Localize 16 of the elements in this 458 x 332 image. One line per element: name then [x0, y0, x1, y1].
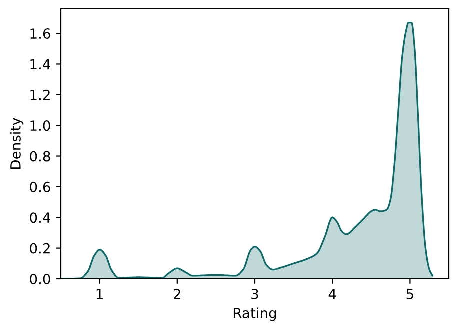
y-tick-label: 0.0	[30, 274, 50, 284]
y-tick-label: 0.6	[30, 182, 50, 192]
y-tick-label: 0.2	[30, 243, 50, 254]
y-tick-label: 1.6	[30, 28, 50, 40]
y-tick-label: 1.0	[30, 120, 50, 132]
y-axis-title: Density	[10, 118, 24, 170]
x-tick-label: 3	[252, 288, 258, 300]
x-tick-label: 2	[174, 288, 180, 300]
y-tick-label: 0.8	[30, 151, 50, 162]
y-tick-label: 0.4	[30, 212, 50, 224]
x-axis-title: Rating	[234, 308, 276, 322]
x-tick-label: 4	[328, 289, 336, 300]
y-tick-label: 1.2	[30, 90, 50, 100]
y-tick-label: 1.4	[30, 59, 50, 70]
x-tick-label: 1	[96, 289, 103, 300]
x-tick-label: 5	[406, 289, 414, 300]
